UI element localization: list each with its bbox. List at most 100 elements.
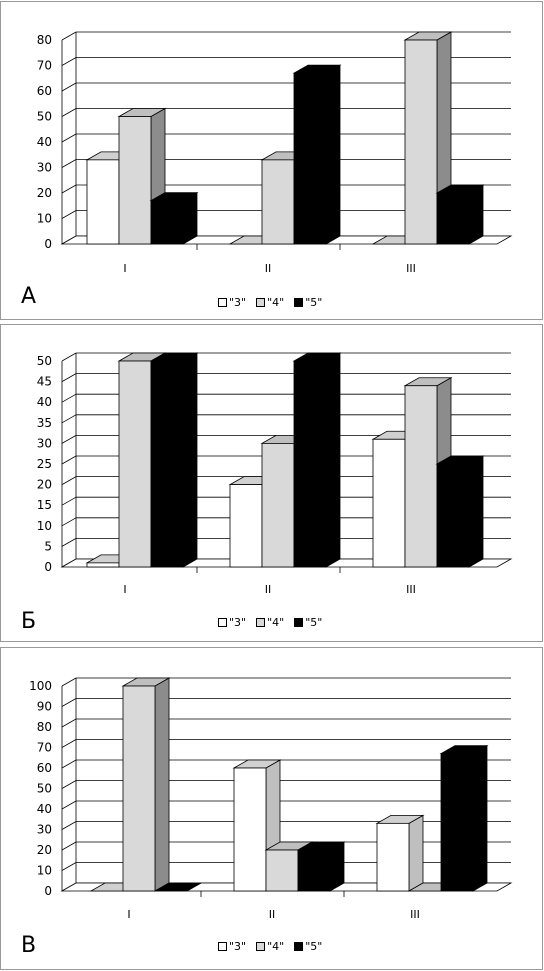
- legend-label: "3": [229, 940, 247, 953]
- legend-label: "3": [229, 616, 247, 629]
- y-tick-label: 80: [37, 33, 52, 47]
- y-tick-label: 15: [37, 498, 52, 512]
- legend-item-grade-3: "3": [218, 296, 246, 309]
- bar-front: [436, 463, 470, 568]
- y-tick-label: 30: [37, 823, 52, 837]
- legend-item-grade-3: "3": [218, 940, 246, 953]
- gridline-side: [61, 698, 77, 707]
- bar-front: [440, 753, 474, 892]
- panel-label: А: [21, 284, 37, 309]
- legend-item-grade-3: "3": [218, 616, 246, 629]
- legend-swatch: [218, 298, 227, 307]
- bar-front: [436, 192, 470, 245]
- gridline-side: [61, 373, 77, 382]
- bar-side: [154, 677, 170, 892]
- y-tick-label: 10: [37, 519, 52, 533]
- y-tick-label: 70: [37, 59, 52, 73]
- bar-side: [325, 352, 341, 568]
- gridline-side: [61, 210, 77, 219]
- y-tick-label: 0: [44, 560, 52, 574]
- legend-label: "5": [305, 616, 323, 629]
- legend-swatch: [256, 298, 266, 307]
- bar-grade-5-i: [153, 882, 203, 892]
- gridline-side: [61, 496, 77, 506]
- x-category-label: I: [123, 583, 126, 596]
- chart-panel-b: 0 5 10 15 20 25 30 35 40 45 50 I II III Б "3" "4" "5": [0, 324, 543, 642]
- gridline-side: [61, 517, 77, 527]
- bar-front: [233, 767, 267, 892]
- y-tick-label: 30: [37, 161, 52, 175]
- bar-front: [293, 72, 327, 245]
- gridline-side: [61, 435, 77, 444]
- legend-swatch: [218, 618, 227, 627]
- bar-top: [153, 882, 203, 892]
- x-category-label: III: [410, 908, 420, 921]
- x-category-label: II: [265, 262, 272, 275]
- bar-front: [261, 443, 295, 568]
- y-tick-label: 20: [37, 478, 52, 492]
- legend-item-grade-5: "5": [294, 296, 322, 309]
- x-category-label: II: [265, 583, 272, 596]
- bar-front: [118, 116, 152, 245]
- y-tick-label: 50: [37, 782, 52, 796]
- y-tick-label: 0: [44, 884, 52, 898]
- x-category-label: III: [406, 583, 416, 596]
- y-tick-label: 5: [44, 539, 52, 553]
- bar-side: [468, 455, 484, 568]
- gridline-side: [61, 538, 77, 547]
- y-tick-label: 50: [37, 354, 52, 368]
- panel-label: В: [21, 933, 37, 958]
- x-category-label: I: [127, 908, 130, 921]
- legend-label: "4": [267, 616, 285, 629]
- legend-item-grade-4: "4": [256, 296, 284, 309]
- legend-label: "3": [229, 296, 247, 309]
- bar-front: [150, 360, 184, 568]
- gridline-side: [61, 759, 77, 769]
- gridline-side: [61, 841, 77, 851]
- bar-grade-5-ii: [292, 352, 342, 568]
- bar-side: [325, 64, 341, 245]
- chart-legend: "3" "4" "5": [218, 940, 322, 953]
- y-tick-label: 0: [44, 237, 52, 251]
- gridline-side: [61, 82, 77, 92]
- bar-front: [376, 822, 410, 892]
- legend-item-grade-4: "4": [256, 616, 284, 629]
- y-tick-label: 10: [37, 212, 52, 226]
- legend-swatch: [294, 618, 304, 627]
- y-tick-label: 70: [37, 741, 52, 755]
- bar-side: [182, 191, 198, 245]
- legend-item-grade-4: "4": [256, 940, 284, 953]
- bar-side: [472, 744, 488, 892]
- gridline-side: [61, 862, 77, 871]
- gridline-side: [61, 184, 77, 194]
- bar-grade-5-iii: [435, 455, 485, 568]
- y-tick-label: 90: [37, 700, 52, 714]
- bar-side: [408, 814, 424, 892]
- y-tick-label: 20: [37, 186, 52, 200]
- gridline-side: [61, 108, 77, 117]
- chart-legend: "3" "4" "5": [218, 616, 322, 629]
- bar-grade-3-iii: [375, 814, 425, 892]
- legend-swatch: [256, 942, 266, 951]
- gridline-side: [61, 677, 77, 687]
- y-tick-label: 45: [37, 375, 52, 389]
- bar-side: [329, 841, 345, 892]
- y-tick-label: 40: [37, 135, 52, 149]
- y-tick-label: 100: [29, 679, 52, 693]
- gridline-side: [61, 780, 77, 789]
- gridline-side: [61, 476, 77, 485]
- y-tick-label: 35: [37, 416, 52, 430]
- gridline-side: [61, 352, 77, 362]
- bar-front: [150, 200, 184, 245]
- gridline-side: [61, 821, 77, 830]
- x-category-label: I: [123, 262, 126, 275]
- gridline-side: [61, 133, 77, 143]
- bar-front: [229, 484, 263, 568]
- bar-grade-5-iii: [435, 184, 485, 245]
- bar-front: [372, 438, 406, 568]
- legend-label: "4": [267, 940, 285, 953]
- gridline-side: [61, 739, 77, 748]
- bar-side: [182, 352, 198, 568]
- y-tick-label: 40: [37, 802, 52, 816]
